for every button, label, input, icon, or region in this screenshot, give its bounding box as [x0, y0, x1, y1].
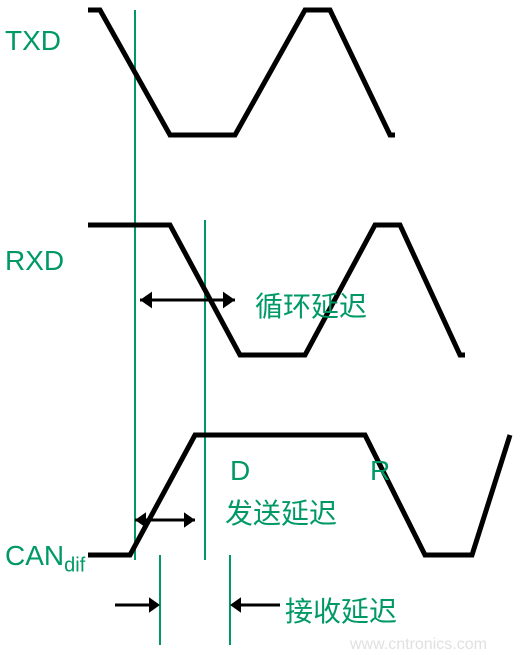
rx-delay-label: 接收延迟	[285, 590, 397, 630]
r-label: R	[370, 455, 390, 487]
candif-label: CANdif	[5, 540, 85, 578]
loop-delay-label: 循环延迟	[255, 285, 367, 325]
d-label: D	[230, 455, 250, 487]
watermark: www.cntronics.com	[350, 636, 487, 654]
txd-label: TXD	[5, 25, 61, 57]
tx-delay-label: 发送延迟	[225, 492, 337, 532]
rxd-label: RXD	[5, 245, 64, 277]
